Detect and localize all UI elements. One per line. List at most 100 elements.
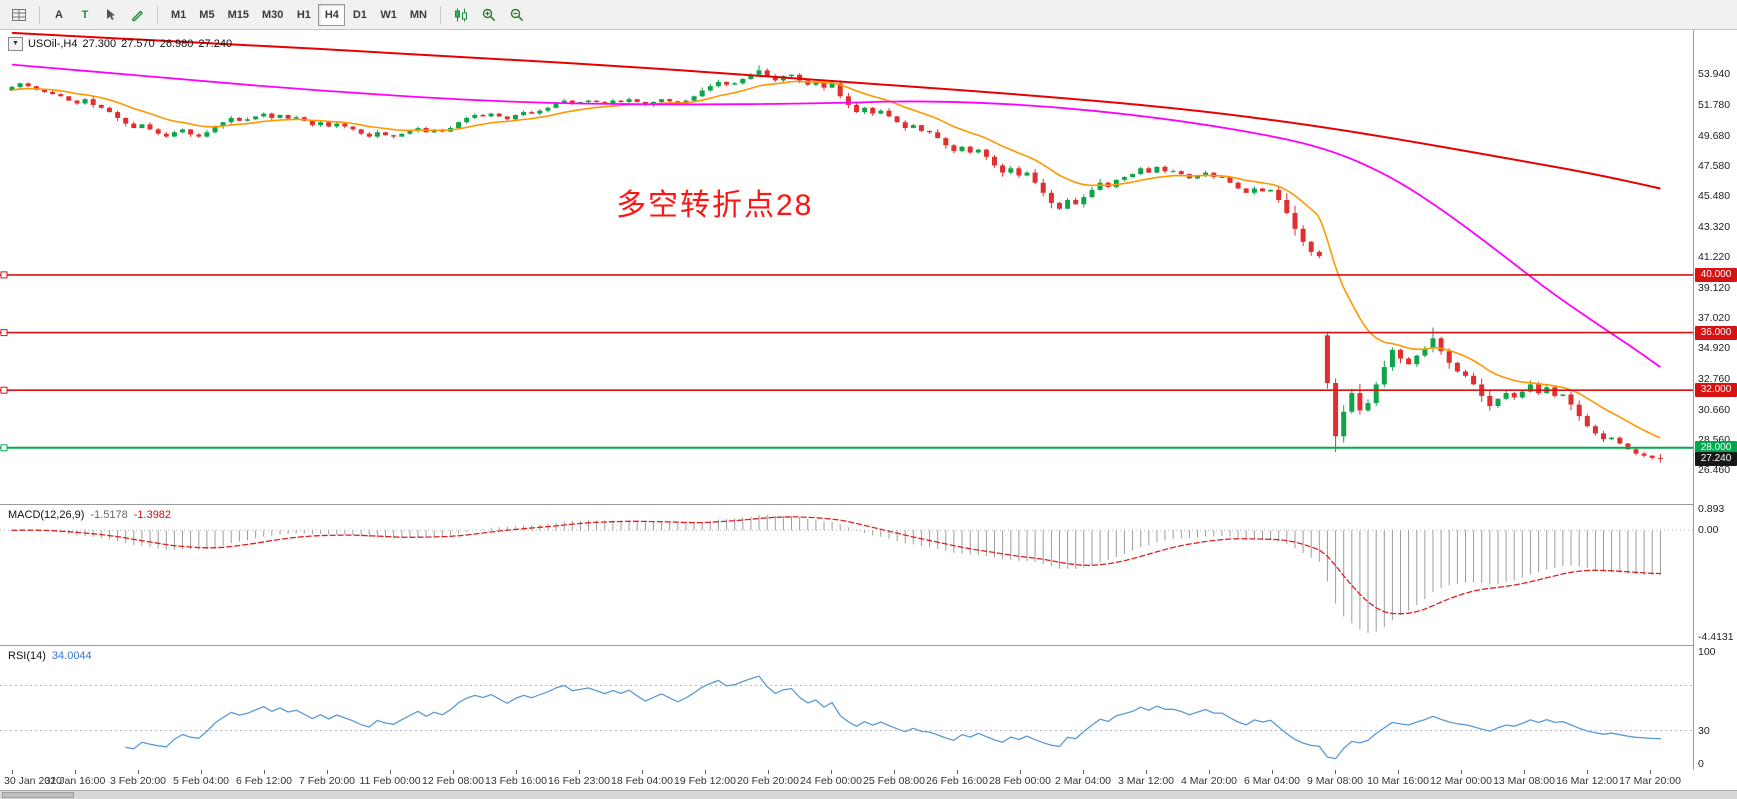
zoom-in-button[interactable] xyxy=(476,4,502,26)
time-axis-label: 18 Feb 04:00 xyxy=(611,775,673,787)
macd-chart-canvas[interactable] xyxy=(0,505,1693,645)
price-axis-label: 30 xyxy=(1698,724,1710,737)
scrollbar-thumb[interactable] xyxy=(2,792,74,798)
tf-button-m5[interactable]: M5 xyxy=(193,4,220,26)
time-axis-label: 6 Mar 04:00 xyxy=(1243,775,1301,787)
time-axis-tick xyxy=(579,770,580,774)
time-axis-tick xyxy=(201,770,202,774)
tf-button-h1[interactable]: H1 xyxy=(290,4,317,26)
ohlc-open: 27.300 xyxy=(82,38,117,50)
text-t-button[interactable]: T xyxy=(73,4,97,26)
text-a-button[interactable]: A xyxy=(47,4,71,26)
price-axis-label: 37.020 xyxy=(1698,311,1731,324)
time-axis-label: 3 Feb 20:00 xyxy=(109,775,167,787)
chart-annotation: 多空转折点28 xyxy=(616,189,814,222)
price-level-tag: 27.240 xyxy=(1695,451,1737,466)
time-axis-tick xyxy=(75,770,76,774)
panel-divider[interactable] xyxy=(0,645,1737,646)
price-level-tag: 36.000 xyxy=(1695,325,1737,340)
toolbar-separator xyxy=(157,5,158,24)
cursor-icon xyxy=(107,9,115,20)
zoom-out-button[interactable] xyxy=(504,4,530,26)
price-axis-label: 0.893 xyxy=(1698,502,1725,515)
time-axis[interactable]: 30 Jan 2020 31 Jan 16:00 3 Feb 20:00 5 Feb … xyxy=(0,770,1737,790)
time-axis-tick xyxy=(1146,770,1147,774)
macd-name: MACD(12,26,9) xyxy=(8,509,85,521)
time-axis-tick xyxy=(1272,770,1273,774)
tf-button-h4[interactable]: H4 xyxy=(318,3,346,26)
time-axis-label: 28 Feb 00:00 xyxy=(989,775,1051,787)
time-axis-label: 20 Feb 20:00 xyxy=(737,775,799,787)
price-axis-label: 39.120 xyxy=(1698,281,1731,294)
price-axis-label: 47.580 xyxy=(1698,159,1731,172)
time-axis-tick xyxy=(1335,770,1336,774)
time-axis-label: 17 Mar 20:00 xyxy=(1619,775,1681,787)
time-axis-tick xyxy=(1461,770,1462,774)
timeframe-group: M1 M5 M15 M30 H1 H4 D1 W1 MN xyxy=(165,3,433,26)
time-axis-label: 24 Feb 00:00 xyxy=(800,775,862,787)
rsi-chart-canvas[interactable] xyxy=(0,646,1693,770)
time-axis-tick xyxy=(453,770,454,774)
chart-symbol: USOil-,H4 xyxy=(27,38,78,50)
cursor-button[interactable] xyxy=(99,4,123,26)
symbol-dropdown-icon[interactable]: ▼ xyxy=(8,37,23,51)
time-axis-label: 16 Feb 23:00 xyxy=(548,775,610,787)
market-watch-grid-button[interactable] xyxy=(6,4,32,26)
time-axis-tick xyxy=(894,770,895,774)
rsi-name: RSI(14) xyxy=(8,650,46,662)
pencil-icon xyxy=(132,10,143,21)
time-axis-tick xyxy=(1209,770,1210,774)
rsi-label: RSI(14) 34.0044 xyxy=(8,650,92,662)
time-axis-tick xyxy=(705,770,706,774)
time-axis-label: 3 Mar 12:00 xyxy=(1117,775,1175,787)
tf-button-mn[interactable]: MN xyxy=(404,4,433,26)
chart-title: ▼ USOil-,H4 27.300 27.570 26.980 27.240 xyxy=(8,37,232,51)
time-axis-tick xyxy=(1398,770,1399,774)
time-axis-label: 2 Mar 04:00 xyxy=(1054,775,1112,787)
time-axis-label: 7 Feb 20:00 xyxy=(298,775,356,787)
panel-divider[interactable] xyxy=(0,504,1737,505)
price-axis-label: 100 xyxy=(1698,645,1716,658)
ohlc-low: 26.980 xyxy=(159,38,194,50)
time-axis-tick xyxy=(957,770,958,774)
time-axis-label: 5 Feb 04:00 xyxy=(172,775,230,787)
price-axis-label: 32.760 xyxy=(1698,373,1731,386)
time-axis-tick xyxy=(516,770,517,774)
tf-button-m1[interactable]: M1 xyxy=(165,4,192,26)
time-axis-tick xyxy=(390,770,391,774)
time-axis-label: 19 Feb 12:00 xyxy=(674,775,736,787)
price-axis-label: -4.4131 xyxy=(1698,630,1734,643)
time-axis-tick xyxy=(642,770,643,774)
time-axis-label: 25 Feb 08:00 xyxy=(863,775,925,787)
price-level-tag: 32.000 xyxy=(1695,383,1737,398)
macd-label: MACD(12,26,9) -1.5178 -1.3982 xyxy=(8,509,171,521)
tf-button-d1[interactable]: D1 xyxy=(346,4,373,26)
candlestick-mode-button[interactable] xyxy=(448,4,474,26)
tf-button-w1[interactable]: W1 xyxy=(374,4,403,26)
price-level-tag: 28.000 xyxy=(1695,440,1737,455)
price-scale-column[interactable]: 53.940 51.780 49.680 47.580 45.480 43.320 41.2… xyxy=(1693,30,1737,770)
tf-button-m15[interactable]: M15 xyxy=(222,4,255,26)
price-axis-label: 0 xyxy=(1698,758,1704,771)
time-axis-label: 16 Mar 12:00 xyxy=(1556,775,1618,787)
grid-icon xyxy=(12,8,26,21)
time-axis-tick xyxy=(12,770,13,774)
time-axis-label: 6 Feb 12:00 xyxy=(235,775,293,787)
rsi-value: 34.0044 xyxy=(51,650,92,662)
time-axis-label: 30 Jan 2020 xyxy=(4,775,62,787)
time-axis-label: 11 Feb 00:00 xyxy=(359,775,421,787)
time-axis-tick xyxy=(327,770,328,774)
draw-button[interactable] xyxy=(125,4,150,26)
time-axis-tick xyxy=(1020,770,1021,774)
tf-button-m30[interactable]: M30 xyxy=(256,4,289,26)
time-axis-tick xyxy=(264,770,265,774)
price-axis-label: 43.320 xyxy=(1698,221,1731,234)
toolbar: A T M1 M5 M15 M30 H1 H4 D1 W1 MN xyxy=(0,0,1737,30)
ohlc-close: 27.240 xyxy=(198,38,233,50)
time-axis-tick xyxy=(138,770,139,774)
time-axis-tick xyxy=(768,770,769,774)
toolbar-separator xyxy=(439,5,441,24)
main-chart-canvas[interactable] xyxy=(0,30,1693,504)
price-axis-label: 0.00 xyxy=(1698,524,1719,537)
